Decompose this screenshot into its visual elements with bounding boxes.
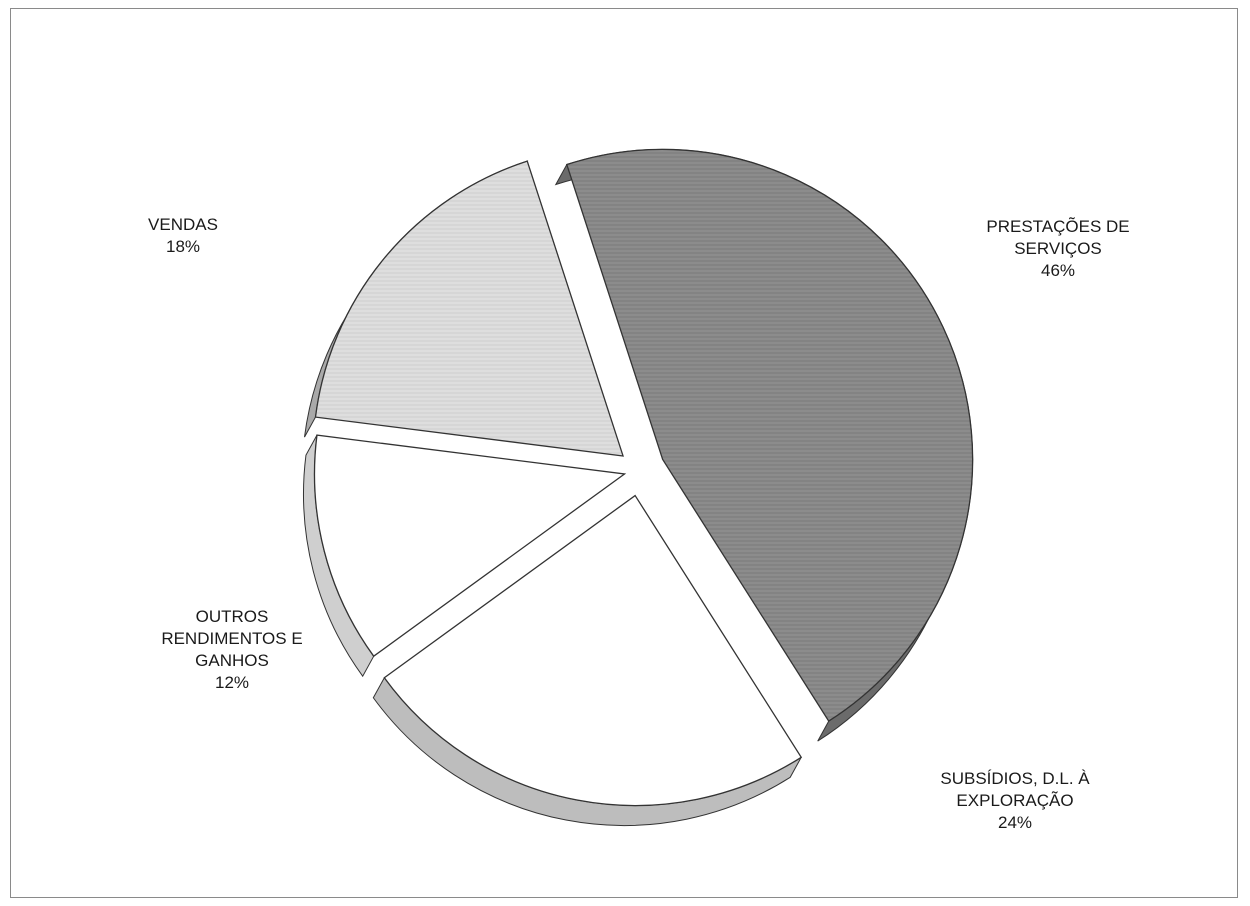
slice-name-line: SERVIÇOS <box>1014 239 1102 258</box>
slice-name-line: RENDIMENTOS E <box>161 629 302 648</box>
slice-label-prestacoes: PRESTAÇÕES DE SERVIÇOS 46% <box>986 217 1129 280</box>
slice-percent: 24% <box>998 813 1032 832</box>
slice-name-line: EXPLORAÇÃO <box>956 791 1073 810</box>
pie-slice-prestacoes <box>554 148 974 742</box>
slice-label-vendas: VENDAS 18% <box>148 215 218 256</box>
pie-slice-subsidios <box>372 494 803 827</box>
pie-slice-outros <box>303 434 627 678</box>
slice-percent: 18% <box>166 237 200 256</box>
slice-name-line: OUTROS <box>196 607 269 626</box>
slice-name-line: SUBSÍDIOS, D.L. À <box>940 769 1090 788</box>
slice-name-line: GANHOS <box>195 651 269 670</box>
slice-label-outros: OUTROS RENDIMENTOS E GANHOS 12% <box>161 607 302 692</box>
pie-slice-top-vendas <box>314 160 624 457</box>
pie-slice-top-subsidios <box>383 494 803 807</box>
slices-layer <box>303 148 974 827</box>
slice-name-line: VENDAS <box>148 215 218 234</box>
slice-percent: 46% <box>1041 261 1075 280</box>
slice-percent: 12% <box>215 673 249 692</box>
labels-layer: PRESTAÇÕES DE SERVIÇOS 46% SUBSÍDIOS, D.L. … <box>148 215 1130 832</box>
pie-slice-vendas <box>303 160 624 457</box>
slice-name-line: PRESTAÇÕES DE <box>986 217 1129 236</box>
pie-slice-top-outros <box>313 434 627 658</box>
pie-slice-top-prestacoes <box>566 148 974 722</box>
slice-label-subsidios: SUBSÍDIOS, D.L. À EXPLORAÇÃO 24% <box>940 769 1090 832</box>
